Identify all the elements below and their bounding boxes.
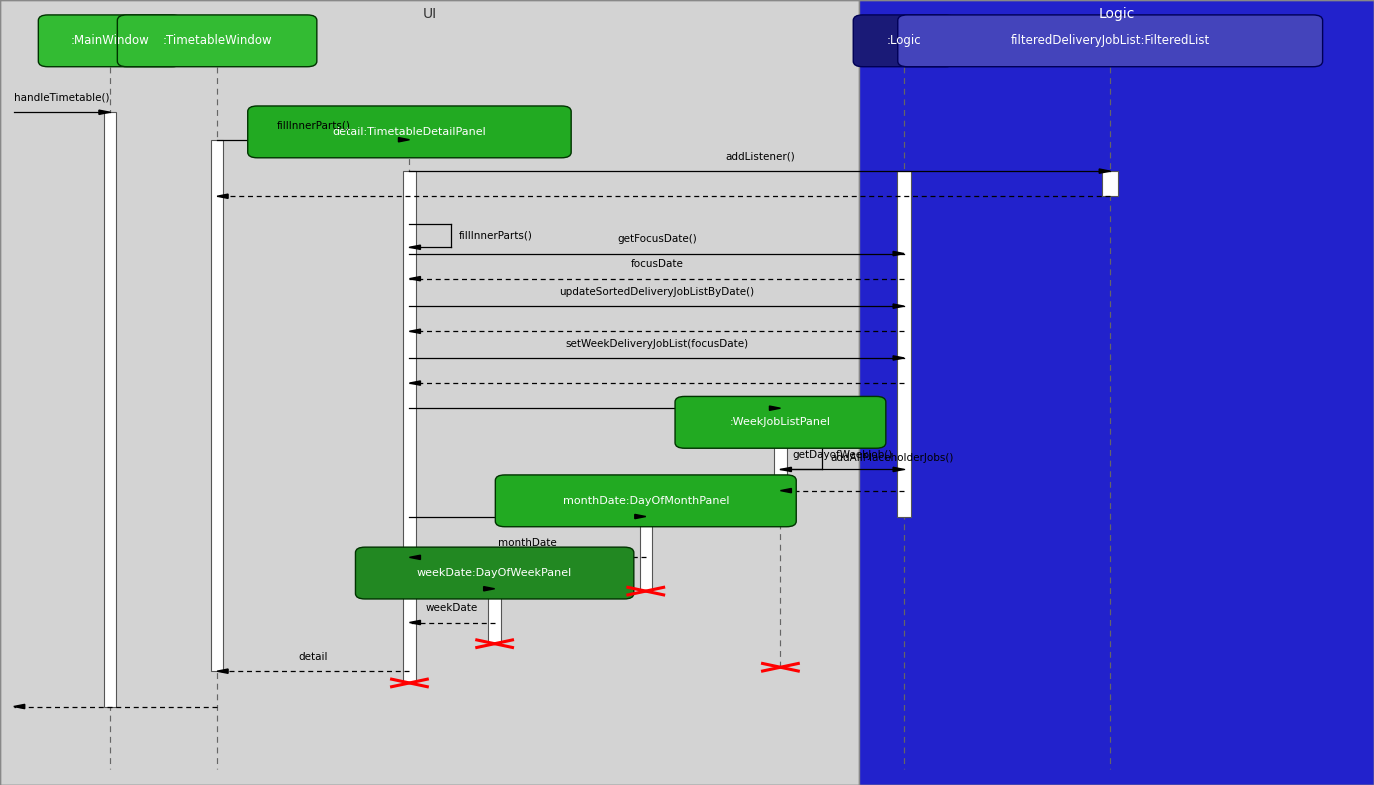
FancyBboxPatch shape [897, 15, 1323, 67]
Bar [104, 112, 115, 706]
Polygon shape [14, 704, 25, 709]
FancyBboxPatch shape [853, 15, 955, 67]
Bar [897, 171, 911, 517]
Polygon shape [398, 137, 409, 142]
Text: :TimetableWindow: :TimetableWindow [162, 35, 272, 47]
Bar [404, 171, 415, 683]
FancyBboxPatch shape [356, 547, 633, 599]
Text: handleTimetable(): handleTimetable() [14, 93, 110, 103]
Polygon shape [635, 514, 646, 519]
Text: setWeekDeliveryJobList(focusDate): setWeekDeliveryJobList(focusDate) [565, 338, 749, 349]
FancyBboxPatch shape [38, 15, 181, 67]
Text: focusDate: focusDate [631, 259, 683, 269]
Text: getDayofWeekJob(): getDayofWeekJob() [793, 450, 892, 460]
Text: filteredDeliveryJobList:FilteredList: filteredDeliveryJobList:FilteredList [1010, 35, 1210, 47]
Bar [489, 589, 500, 644]
Polygon shape [409, 555, 420, 560]
Polygon shape [217, 194, 228, 199]
Bar [859, 0, 1374, 785]
Polygon shape [780, 467, 791, 472]
Text: monthDate: monthDate [499, 538, 556, 548]
Polygon shape [893, 356, 904, 360]
Text: updateSortedDeliveryJobListByDate(): updateSortedDeliveryJobListByDate() [559, 287, 754, 297]
Text: fillInnerParts(): fillInnerParts() [276, 120, 350, 130]
Text: weekDate: weekDate [426, 603, 478, 613]
Text: weekDate:DayOfWeekPanel: weekDate:DayOfWeekPanel [418, 568, 572, 578]
Bar [212, 140, 223, 671]
Polygon shape [769, 406, 780, 411]
Text: :Logic: :Logic [886, 35, 922, 47]
Polygon shape [409, 245, 420, 250]
FancyBboxPatch shape [247, 106, 572, 158]
Bar [640, 517, 651, 591]
Polygon shape [409, 329, 420, 334]
Text: Logic: Logic [1098, 7, 1135, 21]
FancyBboxPatch shape [675, 396, 886, 448]
Text: fillInnerParts(): fillInnerParts() [459, 231, 533, 240]
Bar [0, 0, 859, 785]
Text: addAllPlaceholderJobs(): addAllPlaceholderJobs() [830, 453, 954, 462]
Polygon shape [1099, 169, 1110, 173]
FancyBboxPatch shape [495, 475, 796, 527]
Polygon shape [780, 488, 791, 493]
Text: detail:TimetableDetailPanel: detail:TimetableDetailPanel [333, 127, 486, 137]
Bar [1102, 171, 1118, 196]
Polygon shape [484, 586, 495, 591]
Polygon shape [99, 110, 110, 115]
Text: monthDate:DayOfMonthPanel: monthDate:DayOfMonthPanel [562, 496, 730, 506]
Polygon shape [409, 381, 420, 385]
Text: getFocusDate(): getFocusDate() [617, 234, 697, 244]
Text: addListener(): addListener() [725, 152, 794, 162]
Polygon shape [409, 276, 420, 281]
Text: UI: UI [422, 7, 437, 21]
Polygon shape [217, 669, 228, 674]
FancyBboxPatch shape [117, 15, 317, 67]
Text: :MainWindow: :MainWindow [70, 35, 150, 47]
Bar [775, 422, 786, 495]
Polygon shape [409, 620, 420, 625]
Text: :WeekJobListPanel: :WeekJobListPanel [730, 418, 831, 427]
Text: detail: detail [298, 652, 328, 662]
Polygon shape [893, 251, 904, 256]
Polygon shape [893, 304, 904, 309]
Polygon shape [893, 467, 904, 472]
